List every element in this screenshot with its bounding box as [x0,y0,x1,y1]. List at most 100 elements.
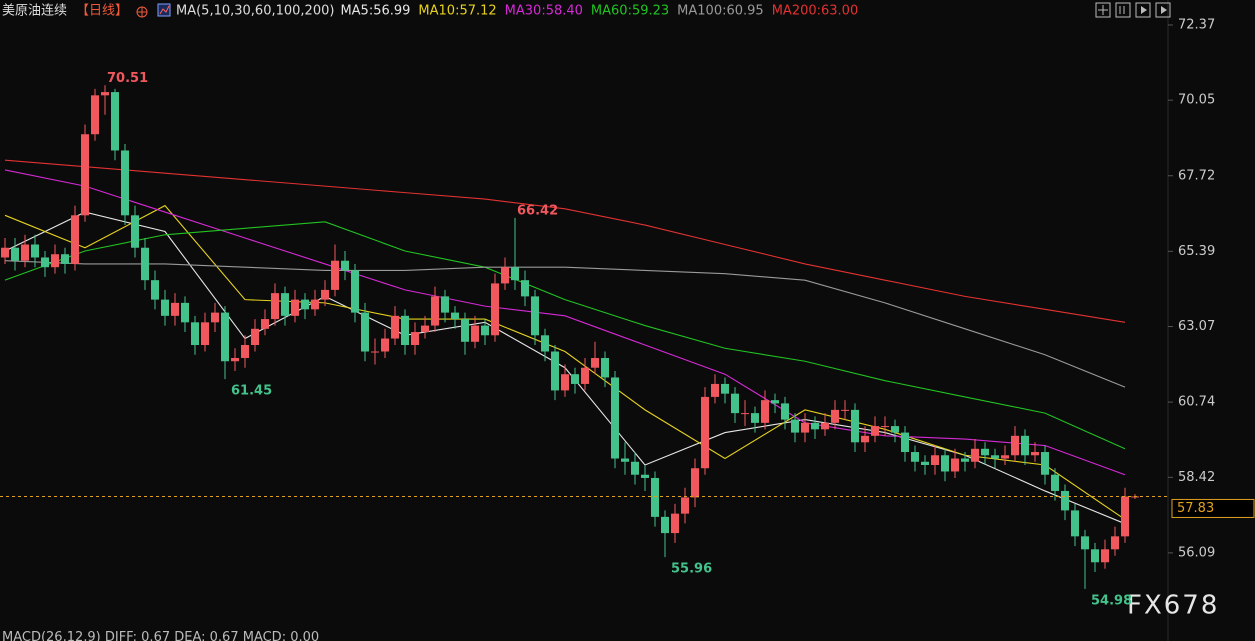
candle-body [591,357,599,368]
candle-body [731,393,739,414]
candle-body [1081,536,1089,550]
candle-body [911,452,919,462]
candle-body [391,315,399,339]
candle-body [51,254,59,268]
ma-line [4,221,1126,450]
candle-body [581,367,589,384]
settings-icon[interactable] [136,6,148,18]
candle-body [431,296,439,326]
candle-body [871,426,879,436]
candle-body [381,338,389,352]
candle-body [81,134,89,216]
candle-body [281,293,289,316]
candle-body [511,267,519,281]
candle-body [61,254,69,264]
candle-body [451,312,459,320]
legend-entry: MA60:59.23 [591,4,669,19]
candle-body [1051,474,1059,491]
candle-body [1041,452,1049,475]
candle-body [31,244,39,258]
candle-body [1091,549,1099,563]
candle-body [21,244,29,261]
candle-body [151,280,159,300]
candle-body [701,396,709,469]
y-tick-label: 65.39 [1178,244,1215,259]
candle-body [1111,536,1119,550]
period: 【日线】 [76,4,128,19]
candle-body [261,319,269,329]
candle-body [181,302,189,323]
candle-body [1071,510,1079,537]
candle-body [531,296,539,336]
candle-body [1011,435,1019,456]
candle-body [491,283,499,336]
legend-entry: MA10:57.12 [418,4,496,19]
candle-body [221,312,229,362]
toolbar[interactable] [1095,2,1171,18]
candle-body [111,92,119,151]
low-label: 54.98 [1091,593,1132,608]
candle-body [791,419,799,433]
candle-body [981,448,989,456]
chart-title: 美原油连续 [2,3,67,19]
candle-body [671,513,679,534]
macd-footer: MACD(26,12,9) DIFF: 0.67 DEA: 0.67 MACD:… [2,630,319,641]
candle-body [241,345,249,358]
candle-body [351,270,359,313]
candle-body [631,461,639,475]
candle-body [481,325,489,336]
candle-body [861,435,869,443]
legend-entry: MA5:56.99 [340,4,410,19]
low-label: 61.45 [231,384,272,399]
candle-body [91,95,99,135]
candle-body [691,468,699,498]
indicator-icon[interactable] [157,3,171,17]
legend-entry: MA200:63.00 [772,4,859,19]
candle-body [341,260,349,271]
ma-label: MA(5,10,30,60,100,200) [176,4,334,19]
last-price-label: 57.83 [1177,501,1214,516]
candle-body [371,351,379,353]
high-label: 66.42 [517,203,558,218]
candle-body [171,302,179,316]
candle-body [191,322,199,346]
candle-body [751,413,759,423]
candle-body [941,455,949,472]
candle-body [211,312,219,323]
ma-line [4,159,1126,323]
candle-body [1,247,9,258]
candle-body [641,474,649,478]
candle-body [891,426,899,433]
candle-body [41,257,49,268]
y-tick-label: 60.74 [1178,395,1215,410]
candle-body [271,293,279,320]
candle-body [821,422,829,430]
candle-body [1121,496,1129,537]
candle-body [71,215,79,264]
y-tick-label: 70.05 [1178,93,1215,108]
candle-body [331,260,339,290]
candle-body [301,299,309,310]
candle-body [461,319,469,342]
y-tick-label: 63.07 [1178,319,1215,334]
candle-body [541,335,549,352]
candle-body [521,280,529,297]
candle-body [741,413,749,415]
candle-body [101,92,109,96]
candle-body [661,516,669,534]
last-price-box [1171,498,1255,518]
candle-body [621,458,629,462]
candle-body [971,448,979,462]
y-tick-label: 58.42 [1178,470,1215,485]
candle-body [721,383,729,394]
legend-entry: MA30:58.40 [505,4,583,19]
legend-entry: MA100:60.95 [677,4,764,19]
candle-body [291,299,299,316]
candle-body [311,299,319,310]
candle-body [801,422,809,433]
candle-body [781,403,789,420]
candle-body [881,426,889,428]
